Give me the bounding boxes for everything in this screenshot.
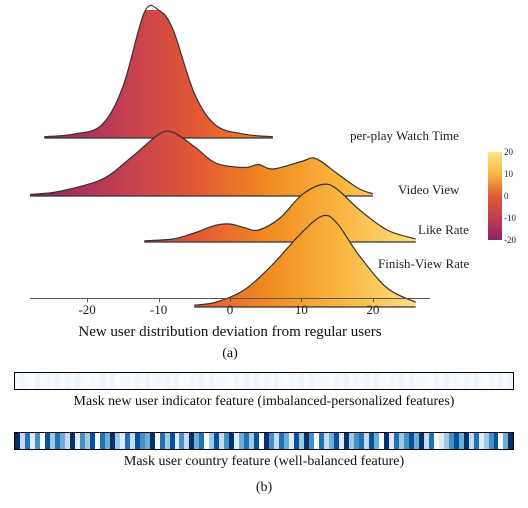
heatmap-caption: Mask new user indicator feature (imbalan… xyxy=(14,394,514,410)
x-axis: -20 -10 0 10 20 xyxy=(30,298,430,322)
heatmap-cell xyxy=(508,433,513,449)
colorbar-tick: 10 xyxy=(504,169,513,179)
subfigure-label-b: (b) xyxy=(14,480,514,496)
x-tick-label: -10 xyxy=(150,302,167,318)
figure-root: per-play Watch Time Video View Like Rate Fi… xyxy=(0,0,528,508)
x-axis-title: New user distribution deviation from reg… xyxy=(30,324,430,341)
x-tick-label: 10 xyxy=(295,302,308,318)
heatmap-row xyxy=(14,372,514,390)
x-tick-label: 0 xyxy=(227,302,234,318)
series-label: Like Rate xyxy=(418,222,469,238)
colorbar-tick: -10 xyxy=(504,213,516,223)
heatmap-caption: Mask user country feature (well-balanced… xyxy=(14,454,514,470)
ridge-series xyxy=(30,10,430,310)
series-label: Finish-View Rate xyxy=(378,256,469,272)
heatmap-strip: Mask user country feature (well-balanced… xyxy=(14,432,514,470)
subfigure-label-a: (a) xyxy=(30,346,430,362)
colorbar-tick: 0 xyxy=(504,191,509,201)
series-label: per-play Watch Time xyxy=(350,128,459,144)
ridgeline-chart xyxy=(30,10,430,310)
colorbar: 20100-10-20 xyxy=(488,152,514,240)
heatmap-strip: Mask new user indicator feature (imbalan… xyxy=(14,372,514,410)
colorbar-tick: 20 xyxy=(504,147,513,157)
series-label: Video View xyxy=(398,182,459,198)
heatmap-cell xyxy=(508,373,513,389)
heatmap-row xyxy=(14,432,514,450)
x-tick-label: -20 xyxy=(78,302,95,318)
x-tick-label: 20 xyxy=(366,302,379,318)
colorbar-gradient xyxy=(488,152,502,240)
colorbar-tick: -20 xyxy=(504,235,516,245)
